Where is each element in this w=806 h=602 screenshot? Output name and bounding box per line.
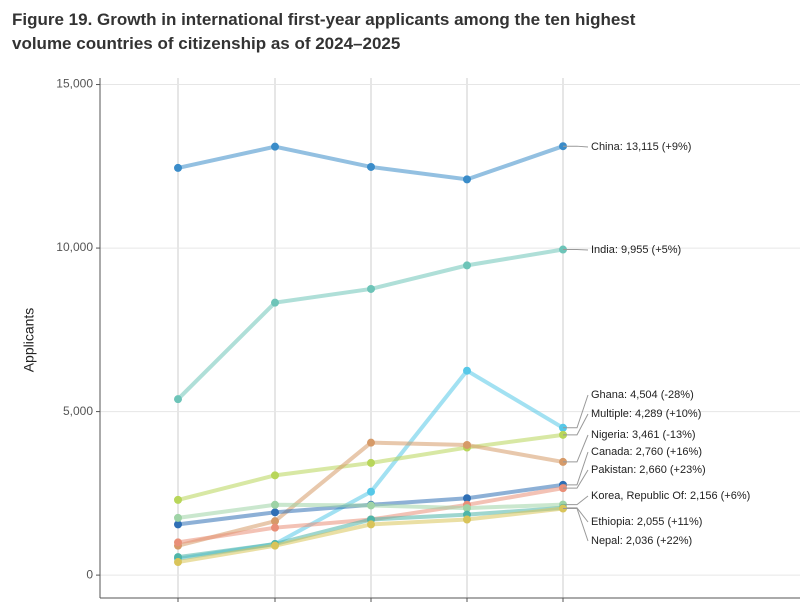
point: [271, 298, 279, 307]
leader-line: [563, 495, 589, 506]
point: [174, 495, 182, 504]
point: [271, 517, 279, 526]
leader-line: [563, 508, 589, 542]
series-label: Nepal: 2,036 (+22%): [591, 535, 693, 547]
point: [367, 520, 375, 529]
point: [174, 558, 182, 567]
series-label: Canada: 2,760 (+16%): [591, 446, 702, 458]
point: [174, 513, 182, 522]
y-tick-label: 10,000: [56, 240, 93, 254]
point: [463, 515, 471, 524]
point: [271, 508, 279, 517]
point: [463, 366, 471, 375]
point: [367, 501, 375, 510]
point: [174, 395, 182, 404]
point: [463, 175, 471, 184]
point: [271, 142, 279, 151]
series-label: China: 13,115 (+9%): [591, 141, 692, 153]
point: [271, 500, 279, 509]
series-label: Nigeria: 3,461 (-13%): [591, 429, 696, 441]
y-tick-label: 0: [86, 567, 93, 581]
point: [367, 487, 375, 496]
point: [271, 471, 279, 480]
leader-line: [563, 145, 589, 148]
point: [367, 284, 375, 293]
point: [367, 438, 375, 447]
point: [463, 504, 471, 513]
point: [367, 458, 375, 467]
leader-line: [563, 434, 589, 463]
series-label: Ethiopia: 2,055 (+11%): [591, 516, 703, 528]
point: [463, 261, 471, 270]
y-tick-label: 5,000: [63, 404, 93, 418]
series-label: Ghana: 4,504 (-28%): [591, 389, 694, 401]
leader-line: [563, 507, 589, 523]
series-label: Pakistan: 2,660 (+23%): [591, 464, 706, 476]
point: [271, 541, 279, 550]
leader-line: [563, 469, 589, 489]
point: [174, 538, 182, 547]
y-tick-label: 15,000: [56, 77, 93, 91]
chart-title: Figure 19. Growth in international first…: [12, 10, 636, 53]
point: [463, 494, 471, 503]
point: [271, 523, 279, 532]
leader-line: [563, 451, 589, 486]
series-label: India: 9,955 (+5%): [591, 244, 682, 256]
point: [463, 440, 471, 449]
point: [174, 520, 182, 529]
y-axis-label: Applicants: [21, 308, 37, 373]
point: [367, 162, 375, 171]
point: [174, 163, 182, 172]
series-label: Multiple: 4,289 (+10%): [591, 408, 702, 420]
leader-line: [563, 394, 589, 429]
series-label: Korea, Republic Of: 2,156 (+6%): [591, 490, 751, 502]
leader-line: [563, 413, 589, 436]
